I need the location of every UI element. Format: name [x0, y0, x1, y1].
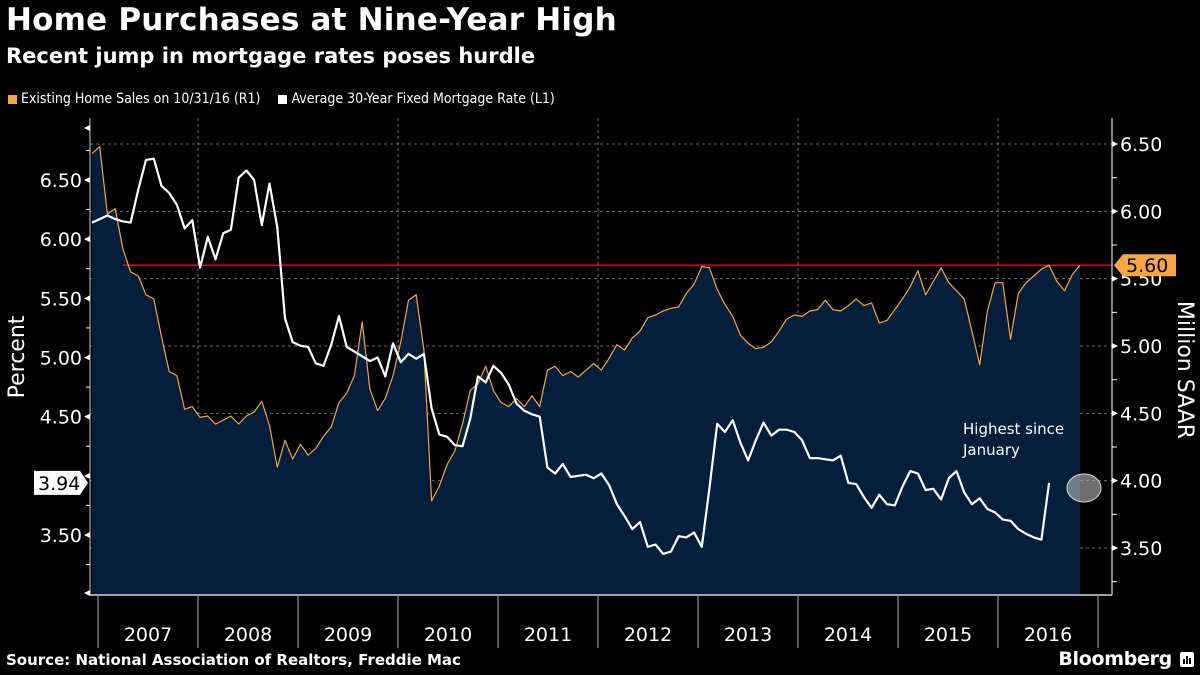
bloomberg-logo: Bloomberg	[1058, 648, 1172, 670]
legend-label-mortgage-rate: Average 30-Year Fixed Mortgage Rate (L1)	[291, 91, 555, 107]
right-tick-label: 5.00	[1120, 336, 1162, 358]
chart-title: Home Purchases at Nine-Year High	[6, 2, 617, 38]
x-tick-label: 2010	[424, 624, 472, 646]
x-tick-label: 2011	[524, 624, 572, 646]
axes	[84, 118, 1118, 648]
left-tick-label: 5.50	[40, 288, 82, 310]
right-tick-label: 3.50	[1120, 538, 1162, 560]
last-value-text-sales: 5.60	[1126, 255, 1168, 277]
right-tick-label: 4.50	[1120, 403, 1162, 425]
right-tick-marker	[1112, 275, 1118, 282]
right-tick-marker	[1112, 410, 1118, 417]
home-sales-line	[91, 146, 1081, 502]
bar-chart-icon	[1183, 656, 1191, 664]
left-tick-label: 6.00	[40, 229, 82, 251]
right-tick-label: 4.00	[1120, 471, 1162, 493]
last-value-text-rate: 3.94	[38, 473, 80, 495]
highlight-circle	[1066, 473, 1102, 503]
mortgage-rate-line	[91, 157, 1051, 555]
source-note: Source: National Association of Realtors…	[6, 651, 461, 669]
last-value-badge-sales	[1114, 254, 1176, 277]
legend-label-home-sales: Existing Home Sales on 10/31/16 (R1)	[21, 91, 261, 107]
left-tick-marker	[84, 177, 90, 183]
left-tick-marker	[84, 413, 90, 420]
x-tick-label: 2013	[724, 624, 772, 646]
left-tick-label: 5.00	[40, 348, 82, 370]
left-tick-label: 3.50	[40, 525, 82, 547]
left-tick-label: 4.50	[40, 407, 82, 429]
chart-subtitle: Recent jump in mortgage rates poses hurd…	[6, 44, 536, 68]
series-lines	[91, 146, 1081, 555]
annotations: 5.60 3.94 Highest since January	[34, 254, 1176, 503]
legend-item-home-sales: Existing Home Sales on 10/31/16 (R1)	[8, 91, 260, 107]
legend-swatch-mortgage-rate	[278, 94, 288, 104]
x-tick-label: 2016	[1024, 624, 1072, 646]
right-tick-marker	[1112, 141, 1118, 147]
bloomberg-terminal-icon	[1180, 652, 1194, 667]
left-tick-label: 6.50	[40, 170, 82, 192]
x-tick-label: 2012	[624, 624, 672, 646]
x-tick-label: 2008	[224, 624, 272, 646]
left-tick-marker	[84, 354, 90, 361]
left-tick-marker	[84, 125, 90, 131]
last-value-badge-rate	[34, 470, 88, 495]
x-tick-label: 2015	[924, 624, 972, 646]
left-tick-marker	[84, 236, 90, 243]
right-tick-marker	[1112, 477, 1118, 484]
legend: Existing Home Sales on 10/31/16 (R1) Ave…	[8, 91, 573, 107]
left-tick-marker	[84, 472, 90, 479]
annotation-line-1: Highest since	[963, 420, 1064, 438]
right-tick-label: 6.50	[1120, 134, 1162, 156]
left-tick-marker	[84, 590, 90, 596]
right-tick-marker	[1112, 208, 1118, 215]
legend-item-mortgage-rate: Average 30-Year Fixed Mortgage Rate (L1)	[278, 91, 555, 107]
right-tick-label: 6.00	[1120, 201, 1162, 223]
annotation-line-2: January	[962, 441, 1020, 459]
x-tick-label: 2007	[124, 624, 172, 646]
left-tick-marker	[84, 295, 90, 302]
x-tick-label: 2014	[824, 624, 872, 646]
x-tick-label: 2009	[324, 624, 372, 646]
legend-swatch-home-sales	[8, 94, 17, 104]
right-tick-marker	[1112, 545, 1118, 551]
right-tick-marker	[1112, 343, 1118, 349]
left-tick-marker	[84, 532, 90, 538]
right-axis-title: Million SAAR	[1172, 301, 1197, 439]
left-axis-title: Percent	[5, 315, 30, 398]
